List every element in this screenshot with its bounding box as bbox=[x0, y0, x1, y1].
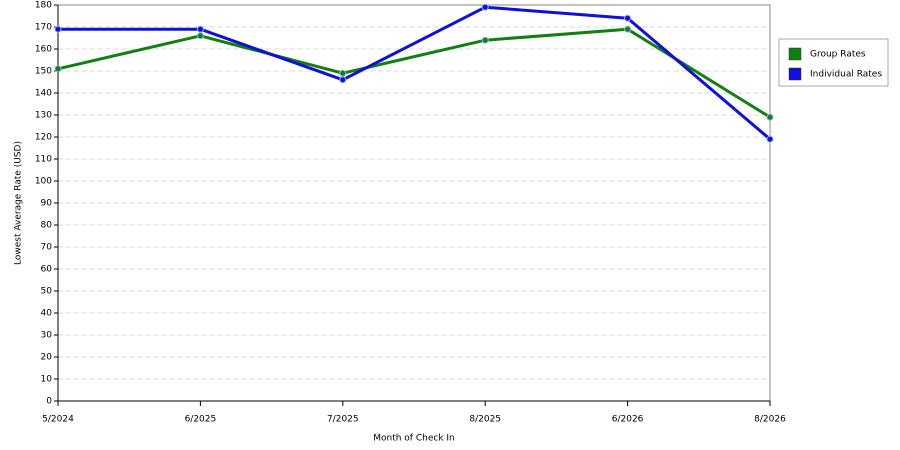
y-tick-label: 50 bbox=[41, 287, 53, 297]
y-tick-label: 40 bbox=[41, 309, 53, 319]
y-tick-label: 140 bbox=[35, 89, 52, 99]
y-tick-label: 80 bbox=[41, 221, 53, 231]
y-tick-label: 30 bbox=[41, 331, 53, 341]
data-point bbox=[766, 135, 774, 143]
legend-swatch bbox=[788, 67, 802, 81]
x-tick-label: 8/2026 bbox=[754, 415, 786, 425]
y-tick-label: 90 bbox=[41, 199, 53, 209]
legend-label: Group Rates bbox=[810, 50, 866, 60]
y-tick-label: 120 bbox=[35, 133, 52, 143]
series-line bbox=[58, 5, 771, 141]
y-tick-label: 10 bbox=[41, 375, 53, 385]
legend-swatch bbox=[788, 47, 802, 61]
data-point bbox=[196, 32, 204, 40]
y-tick-label: 130 bbox=[35, 111, 52, 121]
y-tick-label: 110 bbox=[35, 155, 52, 165]
y-tick-label: 150 bbox=[35, 67, 52, 77]
data-point bbox=[196, 25, 204, 33]
series-line bbox=[57, 27, 771, 119]
y-axis-title: Lowest Average Rate (USD) bbox=[14, 141, 24, 265]
y-tick-label: 180 bbox=[35, 1, 52, 11]
data-point bbox=[339, 76, 347, 84]
y-tick-label: 0 bbox=[46, 397, 52, 407]
data-point bbox=[54, 65, 62, 73]
data-point bbox=[766, 113, 774, 121]
data-point bbox=[54, 25, 62, 33]
y-tick-label: 160 bbox=[35, 45, 52, 55]
x-tick-label: 6/2026 bbox=[612, 415, 644, 425]
x-axis-title: Month of Check In bbox=[373, 434, 455, 444]
x-tick-label: 8/2025 bbox=[469, 415, 501, 425]
y-tick-label: 20 bbox=[41, 353, 53, 363]
data-point bbox=[624, 14, 632, 22]
data-point bbox=[481, 3, 489, 11]
x-tick-label: 7/2025 bbox=[327, 415, 359, 425]
y-tick-label: 170 bbox=[35, 23, 52, 33]
data-point bbox=[339, 69, 347, 77]
y-tick-label: 60 bbox=[41, 265, 53, 275]
legend-label: Individual Rates bbox=[810, 70, 882, 80]
x-tick-label: 6/2025 bbox=[185, 415, 217, 425]
data-point bbox=[481, 36, 489, 44]
y-tick-label: 70 bbox=[41, 243, 53, 253]
data-point bbox=[624, 25, 632, 33]
y-tick-label: 100 bbox=[35, 177, 52, 187]
x-tick-label: 5/2024 bbox=[42, 415, 74, 425]
